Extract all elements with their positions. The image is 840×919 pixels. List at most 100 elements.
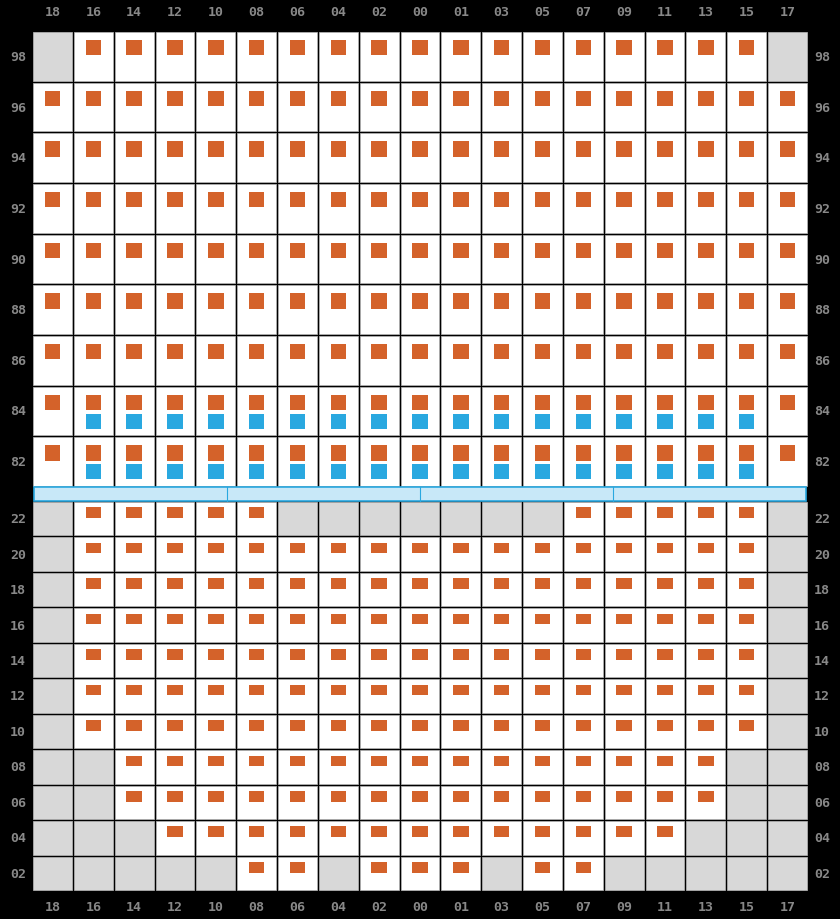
Bar xyxy=(155,235,194,284)
Bar xyxy=(319,286,358,335)
Bar xyxy=(564,387,603,436)
Bar xyxy=(617,755,632,766)
Bar xyxy=(401,33,439,82)
Bar xyxy=(564,644,603,677)
Text: 16: 16 xyxy=(86,901,102,913)
Bar xyxy=(605,286,643,335)
Bar xyxy=(453,294,469,310)
Bar xyxy=(727,336,766,385)
Text: 09: 09 xyxy=(617,901,633,913)
Bar xyxy=(360,857,398,890)
Bar xyxy=(208,193,223,208)
Bar xyxy=(331,92,346,107)
Bar xyxy=(768,286,807,335)
Text: 07: 07 xyxy=(575,6,591,18)
Text: 04: 04 xyxy=(330,6,346,18)
Bar xyxy=(535,345,550,360)
Bar xyxy=(727,573,766,607)
Bar xyxy=(453,465,469,480)
Bar xyxy=(768,84,807,132)
Bar xyxy=(482,503,521,536)
Bar xyxy=(167,465,183,480)
Bar xyxy=(86,294,101,310)
Bar xyxy=(331,755,346,766)
Bar xyxy=(319,608,358,642)
Bar xyxy=(780,294,795,310)
Bar xyxy=(412,543,428,554)
Bar xyxy=(371,244,387,259)
Bar xyxy=(605,857,643,890)
Bar xyxy=(442,84,480,132)
Bar xyxy=(167,543,183,554)
Bar xyxy=(167,414,183,429)
Bar xyxy=(494,414,509,429)
Bar xyxy=(453,345,469,360)
Bar xyxy=(237,715,276,748)
Bar xyxy=(605,573,643,607)
Bar xyxy=(657,446,673,461)
Bar xyxy=(698,685,714,696)
Bar xyxy=(535,543,550,554)
Bar xyxy=(249,345,265,360)
Bar xyxy=(739,414,754,429)
Bar xyxy=(33,84,72,132)
Bar xyxy=(523,608,562,642)
Bar xyxy=(319,679,358,713)
Bar xyxy=(249,193,265,208)
Bar xyxy=(331,720,346,731)
Bar xyxy=(657,650,673,660)
Bar xyxy=(494,92,509,107)
Bar xyxy=(523,336,562,385)
Text: 14: 14 xyxy=(126,901,142,913)
Bar xyxy=(86,650,101,660)
Text: 06: 06 xyxy=(10,796,26,809)
Bar xyxy=(412,244,428,259)
Bar xyxy=(535,446,550,461)
Bar xyxy=(646,608,685,642)
Bar xyxy=(360,608,398,642)
Bar xyxy=(686,503,725,536)
Bar xyxy=(698,755,714,766)
Bar xyxy=(412,614,428,625)
Bar xyxy=(453,614,469,625)
Bar xyxy=(167,395,183,411)
Bar xyxy=(494,142,509,157)
Bar xyxy=(360,185,398,233)
Bar xyxy=(360,715,398,748)
Bar xyxy=(657,193,673,208)
Bar xyxy=(278,235,317,284)
Text: 92: 92 xyxy=(10,202,26,216)
Bar xyxy=(126,685,142,696)
Bar xyxy=(739,92,754,107)
Bar xyxy=(657,244,673,259)
Bar xyxy=(74,387,113,436)
Text: 11: 11 xyxy=(657,901,673,913)
Bar xyxy=(115,751,154,784)
Bar xyxy=(86,543,101,554)
Bar xyxy=(686,84,725,132)
Bar xyxy=(74,84,113,132)
Bar xyxy=(401,235,439,284)
Bar xyxy=(290,685,305,696)
Bar xyxy=(126,345,142,360)
Bar xyxy=(605,679,643,713)
Bar xyxy=(412,465,428,480)
Text: 84: 84 xyxy=(10,405,26,418)
Bar xyxy=(698,614,714,625)
Bar xyxy=(768,679,807,713)
Bar xyxy=(360,437,398,486)
Bar xyxy=(575,614,591,625)
Bar xyxy=(727,751,766,784)
Bar xyxy=(657,543,673,554)
Bar xyxy=(126,614,142,625)
Text: 13: 13 xyxy=(698,6,714,18)
Bar xyxy=(686,437,725,486)
Bar xyxy=(646,235,685,284)
Bar xyxy=(727,608,766,642)
Bar xyxy=(331,244,346,259)
Bar xyxy=(208,465,223,480)
Bar xyxy=(617,193,632,208)
Bar xyxy=(768,538,807,572)
Bar xyxy=(412,755,428,766)
Bar xyxy=(686,235,725,284)
